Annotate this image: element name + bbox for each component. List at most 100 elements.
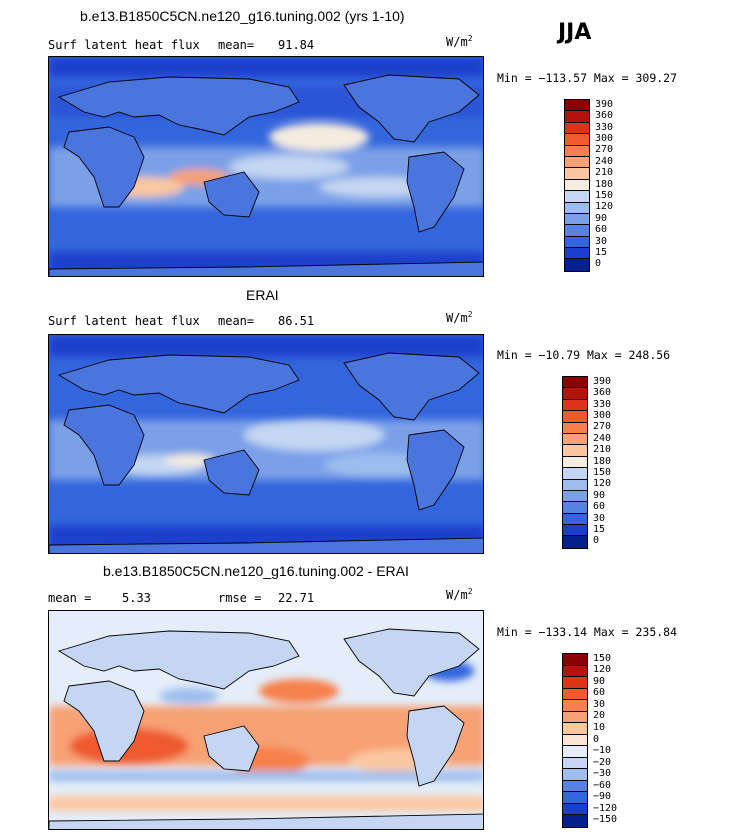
colorbar-swatch xyxy=(565,145,589,157)
colorbar-tick-label: 210 xyxy=(593,444,612,456)
colorbar-tick-label: 300 xyxy=(595,132,614,144)
colorbar-tick-label: 330 xyxy=(595,121,614,133)
colorbar-swatch xyxy=(563,654,587,666)
colorbar-tick-label: 390 xyxy=(595,98,614,110)
colorbar-swatch xyxy=(563,780,587,793)
colorbar-swatch xyxy=(563,445,587,457)
colorbar-swatch xyxy=(563,388,587,400)
panel1-variable: Surf latent heat flux xyxy=(48,38,200,52)
colorbar-tick-label: 60 xyxy=(595,224,608,236)
colorbar-tick-label: 240 xyxy=(595,155,614,167)
colorbar-tick-label: 150 xyxy=(595,189,614,201)
colorbar-tick-label: 120 xyxy=(593,664,612,676)
colorbar-tick-label: −120 xyxy=(593,802,618,814)
panel3-mean-value: 5.33 xyxy=(122,591,151,605)
colorbar-swatch xyxy=(565,156,589,169)
colorbar-tick-label: 120 xyxy=(595,201,614,213)
panel1-colorbar xyxy=(564,99,590,272)
panel3-rmse-value: 22.71 xyxy=(278,591,315,605)
colorbar-swatch xyxy=(563,665,587,678)
colorbar-swatch xyxy=(565,225,589,237)
colorbar-swatch xyxy=(563,479,587,491)
colorbar-tick-label: −30 xyxy=(593,768,612,780)
panel3-rmse-label: rmse = xyxy=(218,591,262,605)
colorbar-tick-label: 90 xyxy=(593,489,606,501)
colorbar-tick-label: −20 xyxy=(593,756,612,768)
colorbar-tick-label: 150 xyxy=(593,652,612,664)
colorbar-tick-label: 0 xyxy=(593,733,600,745)
colorbar-swatch xyxy=(563,803,587,816)
colorbar-tick-label: 330 xyxy=(593,398,612,410)
colorbar-swatch xyxy=(563,769,587,781)
colorbar-swatch xyxy=(563,456,587,469)
colorbar-swatch xyxy=(563,468,587,480)
colorbar-swatch xyxy=(565,122,589,135)
colorbar-swatch xyxy=(563,525,587,537)
colorbar-tick-label: −60 xyxy=(593,779,612,791)
colorbar-tick-label: 210 xyxy=(595,167,614,179)
colorbar-swatch xyxy=(565,202,589,214)
colorbar-tick-label: 240 xyxy=(593,432,612,444)
colorbar-tick-label: 300 xyxy=(593,409,612,421)
colorbar-tick-label: 270 xyxy=(595,144,614,156)
colorbar-swatch xyxy=(563,513,587,526)
panel1-map xyxy=(48,56,484,277)
colorbar-swatch xyxy=(563,490,587,503)
colorbar-tick-label: 15 xyxy=(593,523,606,535)
colorbar-tick-label: 10 xyxy=(593,721,606,733)
panel2-mean-value: 86.51 xyxy=(278,314,315,328)
colorbar-tick-label: 30 xyxy=(593,512,606,524)
panel2-variable: Surf latent heat flux xyxy=(48,314,200,328)
colorbar-swatch xyxy=(565,100,589,112)
colorbar-tick-label: 90 xyxy=(595,212,608,224)
panel1-map-svg xyxy=(49,57,483,276)
panel3-units: W/m2 xyxy=(446,587,473,602)
colorbar-swatch xyxy=(563,746,587,758)
colorbar-swatch xyxy=(563,502,587,514)
colorbar-swatch xyxy=(563,711,587,724)
colorbar-swatch xyxy=(565,111,589,123)
colorbar-tick-label: 120 xyxy=(593,478,612,490)
colorbar-swatch xyxy=(563,411,587,423)
colorbar-swatch xyxy=(565,259,589,271)
colorbar-swatch xyxy=(563,815,587,827)
panel1-mean-label: mean= xyxy=(218,38,255,52)
colorbar-tick-label: 60 xyxy=(593,687,606,699)
colorbar-swatch xyxy=(563,399,587,412)
panel3-title: b.e13.B1850C5CN.ne120_g16.tuning.002 - E… xyxy=(103,563,409,579)
colorbar-swatch xyxy=(563,377,587,389)
panel2-map-svg xyxy=(49,335,483,553)
colorbar-swatch xyxy=(565,213,589,226)
colorbar-tick-label: 15 xyxy=(595,246,608,258)
colorbar-tick-label: 390 xyxy=(593,375,612,387)
season-label: JJA xyxy=(558,20,592,45)
colorbar-swatch xyxy=(565,179,589,192)
colorbar-tick-label: −90 xyxy=(593,791,612,803)
colorbar-tick-label: 90 xyxy=(593,675,606,687)
panel1-units: W/m2 xyxy=(446,34,473,49)
colorbar-tick-label: 20 xyxy=(593,710,606,722)
colorbar-swatch xyxy=(563,792,587,804)
colorbar-tick-label: 30 xyxy=(595,235,608,247)
panel2-map xyxy=(48,334,484,554)
colorbar-swatch xyxy=(563,757,587,770)
panel3-minmax: Min = −133.14 Max = 235.84 xyxy=(497,625,678,639)
colorbar-tick-label: 270 xyxy=(593,421,612,433)
colorbar-tick-label: 360 xyxy=(593,387,612,399)
colorbar-swatch xyxy=(563,700,587,712)
colorbar-tick-label: 150 xyxy=(593,466,612,478)
colorbar-swatch xyxy=(563,723,587,735)
colorbar-swatch xyxy=(565,134,589,146)
panel2-minmax: Min = −10.79 Max = 248.56 xyxy=(497,348,671,362)
colorbar-swatch xyxy=(563,734,587,747)
colorbar-tick-label: −10 xyxy=(593,745,612,757)
panel3-map xyxy=(48,610,484,830)
colorbar-swatch xyxy=(563,536,587,548)
colorbar-tick-label: 0 xyxy=(593,535,600,547)
colorbar-tick-label: 360 xyxy=(595,110,614,122)
colorbar-tick-label: 180 xyxy=(595,178,614,190)
panel1-title: b.e13.B1850C5CN.ne120_g16.tuning.002 (yr… xyxy=(80,8,405,24)
panel3-map-svg xyxy=(49,611,483,829)
panel1-mean-value: 91.84 xyxy=(278,38,315,52)
colorbar-swatch xyxy=(565,248,589,260)
